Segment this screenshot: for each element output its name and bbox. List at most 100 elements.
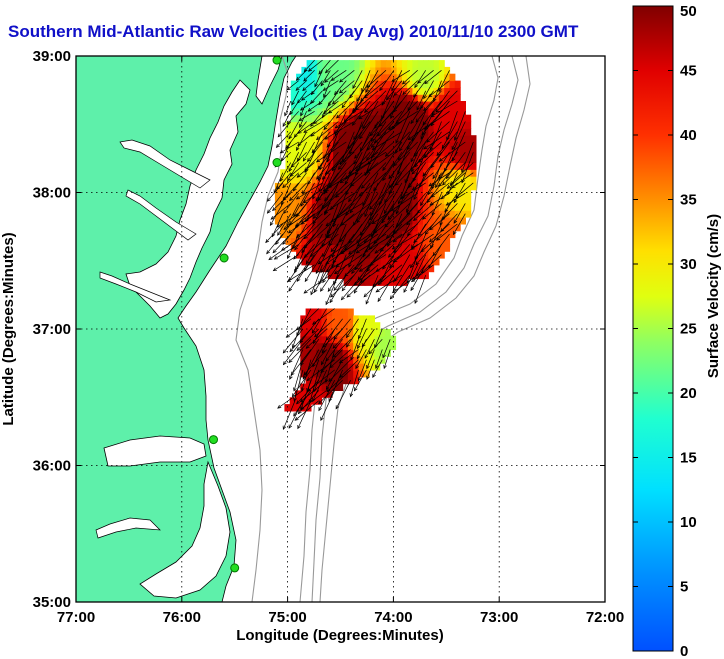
velocity-arrow — [349, 182, 371, 213]
velocity-cell — [358, 329, 365, 337]
velocity-arrowhead — [289, 221, 293, 226]
velocity-cell — [311, 210, 318, 218]
velocity-cell — [454, 223, 461, 232]
velocity-arrow — [411, 111, 427, 141]
velocity-arrowhead — [295, 76, 300, 81]
velocity-cell — [454, 155, 461, 163]
velocity-cell — [349, 114, 355, 123]
velocity-arrow — [312, 308, 335, 325]
velocity-cell — [391, 271, 398, 280]
velocity-arrowhead — [355, 249, 360, 254]
velocity-arrowhead — [416, 106, 421, 111]
velocity-arrowhead — [282, 361, 287, 366]
velocity-arrow — [422, 203, 442, 220]
velocity-arrow — [277, 213, 292, 236]
velocity-arrow — [358, 100, 387, 120]
velocity-cell — [438, 121, 445, 129]
velocity-arrowhead — [289, 375, 293, 380]
velocity-cell — [369, 349, 375, 357]
velocity-cell — [354, 196, 361, 204]
velocity-cell — [375, 258, 382, 266]
velocity-cell — [465, 148, 472, 157]
velocity-cell — [380, 189, 387, 198]
velocity-arrowhead — [349, 393, 354, 398]
velocity-arrow — [329, 274, 347, 303]
velocity-arrow — [297, 90, 307, 104]
velocity-cell — [391, 196, 398, 204]
velocity-cell — [326, 335, 333, 344]
velocity-cell — [337, 356, 344, 364]
velocity-arrowhead — [335, 214, 340, 219]
velocity-arrowhead — [287, 229, 293, 234]
velocity-arrowhead — [322, 253, 326, 258]
velocity-cell — [465, 182, 472, 191]
velocity-cell — [438, 189, 445, 198]
velocity-arrowhead — [385, 96, 390, 101]
velocity-cell — [386, 101, 392, 109]
velocity-arrowhead — [312, 363, 316, 368]
velocity-arrow — [411, 151, 434, 175]
velocity-arrowhead — [382, 176, 387, 182]
velocity-cell — [306, 169, 313, 177]
velocity-cell — [396, 237, 403, 245]
velocity-cell — [386, 114, 392, 123]
velocity-arrowhead — [381, 115, 385, 120]
velocity-cell — [333, 258, 339, 266]
velocity-cell — [363, 342, 370, 351]
velocity-cell — [428, 107, 435, 116]
velocity-cell — [300, 342, 307, 351]
velocity-arrow — [359, 111, 379, 139]
velocity-arrow — [429, 223, 450, 243]
colorbar-tick-label: 50 — [680, 3, 697, 20]
velocity-cell — [417, 66, 424, 75]
velocity-cell — [401, 203, 408, 211]
velocity-arrowhead — [293, 387, 297, 392]
velocity-cell — [428, 189, 435, 198]
velocity-cell — [407, 196, 414, 204]
velocity-arrowhead — [347, 250, 353, 255]
velocity-cell — [428, 203, 435, 211]
velocity-cell — [317, 258, 324, 266]
velocity-cell — [342, 335, 349, 344]
velocity-arrow — [371, 121, 395, 148]
velocity-arrow — [424, 111, 450, 130]
velocity-cell — [343, 121, 350, 129]
velocity-cell — [396, 264, 403, 273]
velocity-arrowhead — [395, 223, 400, 228]
velocity-cell — [375, 162, 382, 170]
velocity-arrow — [356, 213, 379, 244]
velocity-arrow — [407, 121, 434, 140]
velocity-cell — [433, 80, 440, 88]
velocity-cell — [449, 135, 456, 143]
velocity-cell — [401, 244, 408, 252]
velocity-cell — [349, 73, 355, 82]
velocity-arrowhead — [326, 143, 331, 148]
velocity-cell — [354, 142, 361, 150]
velocity-arrowhead — [388, 175, 393, 180]
velocity-cell — [428, 196, 435, 204]
velocity-arrow — [324, 151, 355, 175]
velocity-arrowhead — [322, 87, 327, 91]
velocity-arrow — [311, 80, 323, 95]
velocity-arrowhead — [364, 248, 369, 253]
velocity-arrowhead — [331, 167, 336, 172]
velocity-cell — [423, 66, 429, 75]
velocity-cell — [370, 107, 376, 116]
velocity-cell — [311, 155, 318, 163]
velocity-arrowhead — [424, 154, 428, 159]
velocity-cell — [460, 155, 466, 163]
velocity-cell — [290, 203, 297, 211]
velocity-cell — [290, 101, 297, 109]
velocity-arrow — [320, 70, 331, 86]
velocity-cell — [401, 114, 408, 123]
velocity-cell — [317, 210, 324, 218]
velocity-arrow — [298, 390, 320, 414]
velocity-arrow — [358, 359, 367, 381]
velocity-arrowhead — [446, 136, 450, 141]
velocity-cell — [338, 128, 345, 136]
velocity-arrowhead — [313, 220, 317, 225]
velocity-cell — [370, 162, 376, 170]
velocity-arrow — [402, 70, 418, 85]
velocity-arrow — [340, 203, 371, 226]
